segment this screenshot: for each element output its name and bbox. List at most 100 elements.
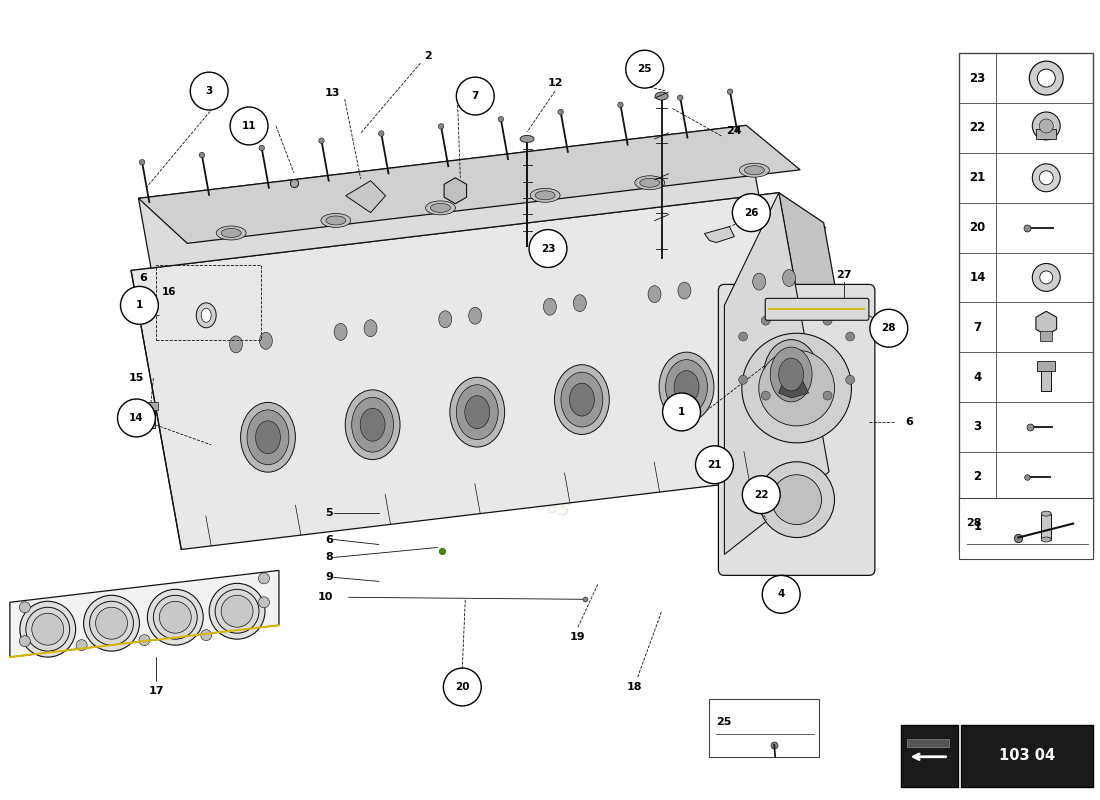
Text: 4: 4 (974, 370, 981, 383)
Circle shape (823, 391, 832, 400)
Text: 5: 5 (326, 508, 333, 518)
Ellipse shape (648, 286, 661, 302)
Text: 21: 21 (707, 460, 722, 470)
Text: 23: 23 (541, 243, 556, 254)
Text: euromotive: euromotive (282, 325, 680, 465)
Ellipse shape (573, 294, 586, 312)
Ellipse shape (378, 130, 384, 136)
Bar (143, 408, 155, 428)
Circle shape (200, 630, 211, 641)
Circle shape (761, 391, 770, 400)
Ellipse shape (498, 117, 504, 122)
Circle shape (147, 590, 204, 645)
Polygon shape (1036, 311, 1057, 335)
Text: 7: 7 (472, 91, 478, 101)
Circle shape (443, 668, 481, 706)
Circle shape (1037, 69, 1055, 87)
Ellipse shape (260, 332, 273, 350)
Text: 11: 11 (242, 121, 256, 131)
Ellipse shape (140, 159, 145, 165)
Text: 7: 7 (974, 321, 981, 334)
Ellipse shape (258, 145, 264, 150)
Circle shape (96, 607, 128, 639)
Text: 8: 8 (324, 553, 333, 562)
Ellipse shape (439, 311, 452, 328)
Circle shape (738, 375, 748, 384)
Polygon shape (704, 226, 735, 242)
Text: 22: 22 (754, 490, 769, 500)
FancyBboxPatch shape (766, 298, 869, 320)
Circle shape (733, 194, 770, 231)
Ellipse shape (635, 176, 664, 190)
Bar (710, 699, 820, 757)
Circle shape (456, 77, 494, 115)
Text: 17: 17 (148, 686, 164, 696)
Ellipse shape (352, 398, 394, 452)
Ellipse shape (319, 138, 324, 143)
Ellipse shape (438, 124, 443, 129)
Ellipse shape (770, 347, 812, 402)
Ellipse shape (1042, 537, 1052, 542)
Circle shape (1040, 170, 1053, 185)
Circle shape (89, 602, 133, 645)
Text: 4: 4 (778, 590, 785, 599)
Circle shape (190, 72, 228, 110)
Circle shape (139, 634, 150, 646)
Text: 23: 23 (969, 72, 986, 85)
Ellipse shape (345, 390, 400, 459)
Text: 1: 1 (974, 520, 981, 533)
Bar (958, 54, 1093, 551)
Text: 6: 6 (140, 274, 147, 283)
Circle shape (20, 602, 76, 657)
Circle shape (209, 583, 265, 639)
Circle shape (761, 316, 770, 325)
Circle shape (258, 597, 270, 608)
Text: 25: 25 (716, 717, 732, 727)
Bar (1037, 361, 1055, 371)
Ellipse shape (530, 188, 560, 202)
Ellipse shape (666, 360, 707, 414)
Text: 18: 18 (627, 682, 642, 692)
Text: 6: 6 (324, 534, 333, 545)
Ellipse shape (199, 152, 205, 158)
Circle shape (759, 350, 835, 426)
Circle shape (738, 332, 748, 341)
Text: 16: 16 (162, 287, 177, 298)
Ellipse shape (543, 298, 557, 315)
Ellipse shape (465, 396, 490, 429)
Ellipse shape (255, 421, 280, 454)
Bar (141, 402, 158, 410)
Bar (958, 498, 1093, 559)
Bar (1041, 331, 1053, 342)
Ellipse shape (570, 383, 594, 416)
Ellipse shape (360, 408, 385, 441)
Polygon shape (345, 181, 386, 213)
Circle shape (1040, 119, 1053, 133)
Circle shape (160, 602, 191, 633)
Polygon shape (444, 178, 466, 204)
Ellipse shape (678, 282, 691, 299)
Text: 21: 21 (969, 171, 986, 184)
Circle shape (823, 316, 832, 325)
Text: 20: 20 (455, 682, 470, 692)
Text: 28: 28 (881, 323, 896, 334)
Circle shape (121, 286, 158, 324)
Circle shape (20, 602, 31, 613)
FancyBboxPatch shape (718, 285, 875, 575)
Circle shape (1040, 271, 1053, 284)
Text: a passion for cars since 1985: a passion for cars since 1985 (310, 449, 571, 521)
Ellipse shape (196, 303, 217, 328)
Circle shape (695, 446, 734, 484)
Ellipse shape (536, 191, 556, 200)
Text: 1: 1 (678, 407, 685, 417)
Ellipse shape (326, 216, 345, 225)
Ellipse shape (674, 370, 698, 403)
Polygon shape (779, 193, 873, 502)
Text: 9: 9 (324, 572, 333, 582)
Ellipse shape (659, 352, 714, 422)
Polygon shape (725, 193, 829, 554)
Ellipse shape (230, 336, 242, 353)
Bar (156, 266, 261, 340)
Text: 14: 14 (969, 271, 986, 284)
Circle shape (216, 590, 258, 633)
